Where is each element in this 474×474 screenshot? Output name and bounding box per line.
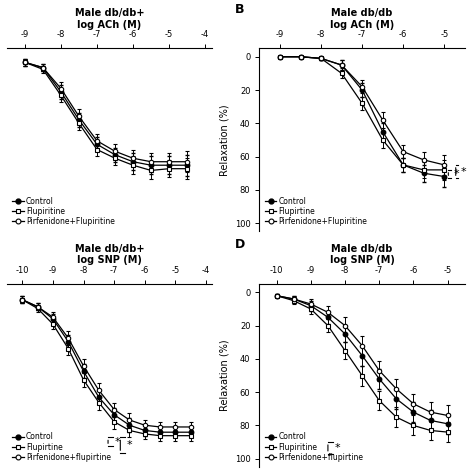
Y-axis label: Relaxation (%): Relaxation (%): [219, 104, 229, 176]
Text: D: D: [235, 238, 245, 251]
Title: Male db/db+
log ACh (M): Male db/db+ log ACh (M): [75, 8, 144, 29]
Legend: Control, Flupiritine, Pirfenidone+Flupiritine: Control, Flupiritine, Pirfenidone+Flupir…: [11, 195, 117, 228]
Text: *: *: [335, 443, 340, 453]
Legend: Control, Flupirtine, Pirfenidone+flupirtine: Control, Flupirtine, Pirfenidone+flupirt…: [11, 431, 112, 463]
Title: Male db/db+
log SNP (M): Male db/db+ log SNP (M): [75, 244, 144, 265]
Title: Male db/db
log SNP (M): Male db/db log SNP (M): [330, 244, 394, 265]
Legend: Control, Flupiritine, Pirfenidone+flupirtine: Control, Flupiritine, Pirfenidone+flupir…: [264, 431, 365, 463]
Legend: Control, Flupirtine, Pirfenidone+Flupiritine: Control, Flupirtine, Pirfenidone+Flupiri…: [264, 195, 369, 228]
Text: *: *: [461, 166, 466, 176]
Title: Male db/db
log ACh (M): Male db/db log ACh (M): [330, 8, 394, 29]
Y-axis label: Relaxation (%): Relaxation (%): [219, 340, 229, 411]
Text: B: B: [235, 3, 245, 16]
Text: *: *: [127, 440, 132, 450]
Text: *: *: [453, 169, 459, 179]
Text: *: *: [114, 437, 120, 447]
